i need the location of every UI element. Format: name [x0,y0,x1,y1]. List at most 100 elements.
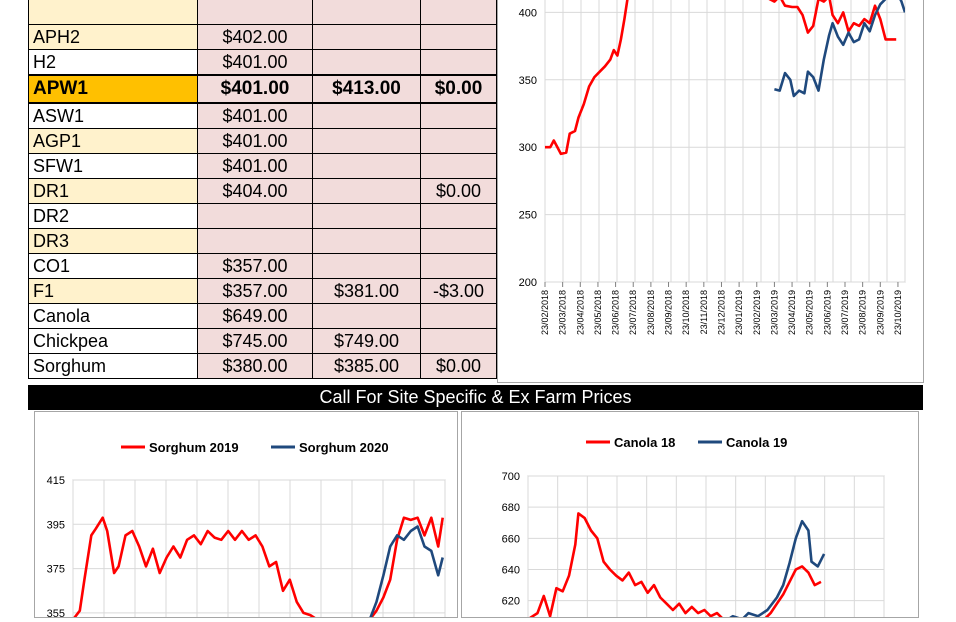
price-cell [312,253,421,279]
grade-cell: Canola [28,303,198,329]
x-tick-label: 23/04/2019 [787,290,797,335]
price-row: CO1 $357.00 [28,253,497,279]
y-tick-label: 300 [519,142,537,154]
price-cell [312,203,421,229]
price-row: F1 $357.00 $381.00 -$3.00 [28,278,497,304]
price-cell [420,103,497,129]
price-cell [420,203,497,229]
price-cell: $649.00 [197,303,313,329]
x-tick-label: 23/01/2019 [734,290,744,335]
x-tick-label: 23/09/2018 [664,290,674,335]
y-tick-label: 680 [502,502,520,514]
x-tick-label: 23/11/2018 [699,290,709,334]
grade-cell: Chickpea [28,328,198,354]
price-cell: $402.00 [197,24,313,50]
price-row: DR1 $404.00 $0.00 [28,178,497,204]
price-cell: -$3.00 [420,278,497,304]
price-cell: $401.00 [197,103,313,129]
grade-cell: APH2 [28,24,198,50]
y-tick-label: 620 [502,596,520,608]
series-line [774,0,905,98]
x-tick-label: 23/07/2019 [840,290,850,335]
price-cell [420,328,497,354]
series-line [545,0,897,156]
x-tick-label: 23/08/2019 [858,290,868,335]
y-tick-label: 660 [502,533,520,545]
price-cell: $357.00 [197,253,313,279]
x-tick-label: 23/10/2018 [681,290,691,335]
price-cell [420,253,497,279]
price-cell [197,0,313,25]
price-cell: $401.00 [197,128,313,154]
price-cell [420,24,497,50]
price-cell [197,228,313,254]
price-cell: $745.00 [197,328,313,354]
price-cell: $401.00 [197,153,313,179]
price-row: H2 $401.00 [28,49,497,76]
x-tick-label: 23/05/2019 [805,290,815,335]
grade-cell: ASW1 [28,103,198,129]
canola-chart-svg: 620 640 660 680 700 Canola 18 Canola 19 [502,435,885,622]
price-cell: $404.00 [197,178,313,204]
y-tick-label: 400 [519,7,537,19]
price-cell [312,0,421,25]
y-tick-label: 200 [519,277,537,289]
canola-chart: 620 640 660 680 700 Canola 18 Canola 19 [461,411,919,622]
price-row [28,0,497,25]
price-cell: $0.00 [420,353,497,379]
price-cell [420,49,497,76]
price-cell [312,24,421,50]
x-tick-label: 23/02/2018 [540,290,550,335]
y-tick-label: 355 [47,608,65,617]
price-cell [312,49,421,76]
grade-cell: Sorghum [28,353,198,379]
price-cell [197,203,313,229]
price-cell [312,178,421,204]
x-tick-label: 23/05/2018 [593,290,603,335]
sorghum-chart: 355 375 395 415 Sorghum 2019 Sorghum 2020 [34,411,458,622]
x-tick-label: 23/06/2019 [822,290,832,335]
price-table: APH2 $402.00 H2 $401.00 APW1 $401.00 $413.00 $0… [28,0,497,379]
price-cell [312,128,421,154]
price-row: AGP1 $401.00 [28,128,497,154]
price-row: DR2 [28,203,497,229]
price-row: DR3 [28,228,497,254]
y-tick-label: 700 [502,471,520,483]
price-cell [312,153,421,179]
x-tick-label: 23/03/2018 [558,290,568,335]
legend-label: Canola 19 [726,435,787,450]
price-row: APW1 $401.00 $413.00 $0.00 [28,74,497,104]
price-cell: $401.00 [197,74,313,104]
price-cell: $385.00 [312,353,421,379]
grade-cell: DR2 [28,203,198,229]
series-line [73,516,444,621]
grade-cell: SFW1 [28,153,198,179]
wheat-price-chart: 20025030035040045023/02/201823/03/201823… [497,0,924,383]
x-tick-label: 23/06/2018 [611,290,621,335]
price-cell: $413.00 [312,74,421,104]
price-row: APH2 $402.00 [28,24,497,50]
price-cell: $0.00 [420,74,497,104]
grade-cell: H2 [28,49,198,76]
price-cell [312,303,421,329]
y-tick-label: 350 [519,75,537,87]
price-cell: $380.00 [197,353,313,379]
price-cell: $401.00 [197,49,313,76]
grade-cell [28,0,198,25]
x-tick-label: 23/03/2019 [769,290,779,335]
price-cell [420,153,497,179]
y-tick-label: 640 [502,564,520,576]
x-tick-label: 23/12/2018 [716,290,726,335]
y-tick-label: 395 [47,519,65,531]
x-tick-label: 23/09/2019 [875,290,885,335]
price-row: Chickpea $745.00 $749.00 [28,328,497,354]
grade-cell: AGP1 [28,128,198,154]
price-row: SFW1 $401.00 [28,153,497,179]
y-tick-label: 415 [47,475,65,487]
price-cell [312,228,421,254]
sorghum-chart-svg: 355 375 395 415 Sorghum 2019 Sorghum 2020 [47,440,446,622]
x-tick-label: 23/08/2018 [646,290,656,335]
legend-label: Canola 18 [614,435,675,450]
price-cell: $0.00 [420,178,497,204]
price-cell [312,103,421,129]
